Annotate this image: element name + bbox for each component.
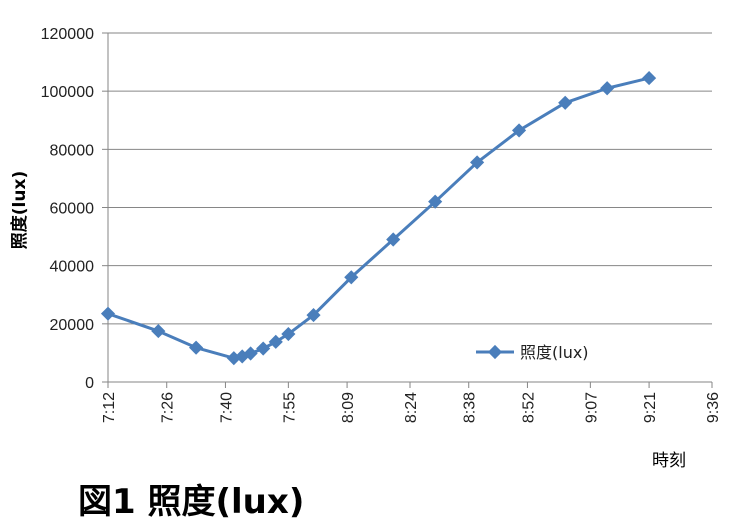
x-tick-label: 8:38 — [462, 392, 479, 423]
data-point-marker — [268, 334, 283, 349]
x-tick-label: 8:24 — [403, 392, 420, 423]
x-tick-label: 8:09 — [340, 392, 357, 423]
data-point-marker — [642, 71, 657, 86]
data-point-marker — [600, 81, 615, 96]
data-point-marker — [511, 123, 527, 138]
data-point-marker — [100, 306, 116, 321]
legend: 照度(lux) — [476, 343, 589, 362]
legend-marker-swatch — [487, 344, 503, 360]
data-point-marker — [558, 95, 573, 110]
x-axis-title: 時刻 — [652, 451, 686, 470]
figure-caption: 図1 照度(lux) — [78, 482, 305, 522]
y-tick-label: 80000 — [50, 142, 95, 159]
x-tick-label: 9:21 — [642, 392, 659, 423]
y-tick-label: 0 — [85, 375, 94, 392]
x-tick-label: 7:12 — [101, 392, 118, 423]
legend-label: 照度(lux) — [520, 343, 589, 362]
data-point-marker — [386, 232, 401, 247]
y-axis-title: 照度(lux) — [9, 171, 30, 249]
y-tick-label: 120000 — [41, 26, 94, 43]
data-point-marker — [151, 324, 166, 339]
data-point-marker — [256, 341, 271, 356]
y-tick-label: 40000 — [50, 259, 95, 276]
data-point-marker — [306, 308, 321, 323]
x-tick-label: 7:26 — [160, 392, 177, 423]
data-point-marker — [281, 326, 296, 342]
y-tick-label: 100000 — [41, 84, 94, 101]
series-line — [107, 76, 650, 360]
chart-axes — [107, 33, 713, 388]
data-point-marker — [428, 194, 443, 209]
x-tick-label: 7:55 — [281, 392, 298, 423]
x-tick-label: 9:07 — [583, 392, 600, 423]
horizontal-gridlines — [102, 32, 712, 383]
x-tick-label: 7:40 — [218, 392, 235, 423]
data-point-marker — [344, 270, 359, 285]
x-axis-tick-labels: 7:12 7:26 7:40 7:55 8:09 8:24 8:38 8:52 9:07 9:21… — [101, 392, 722, 423]
data-point-marker — [243, 346, 258, 361]
y-axis-tick-labels: 0 20000 40000 60000 80000 100000 120000 — [41, 26, 94, 392]
y-tick-label: 60000 — [50, 201, 95, 218]
x-tick-label: 9:36 — [705, 392, 722, 423]
series-illuminance — [100, 71, 657, 366]
data-point-marker — [189, 340, 204, 355]
y-tick-label: 20000 — [50, 317, 95, 334]
data-point-marker — [470, 155, 485, 170]
x-tick-label: 8:52 — [520, 392, 537, 423]
